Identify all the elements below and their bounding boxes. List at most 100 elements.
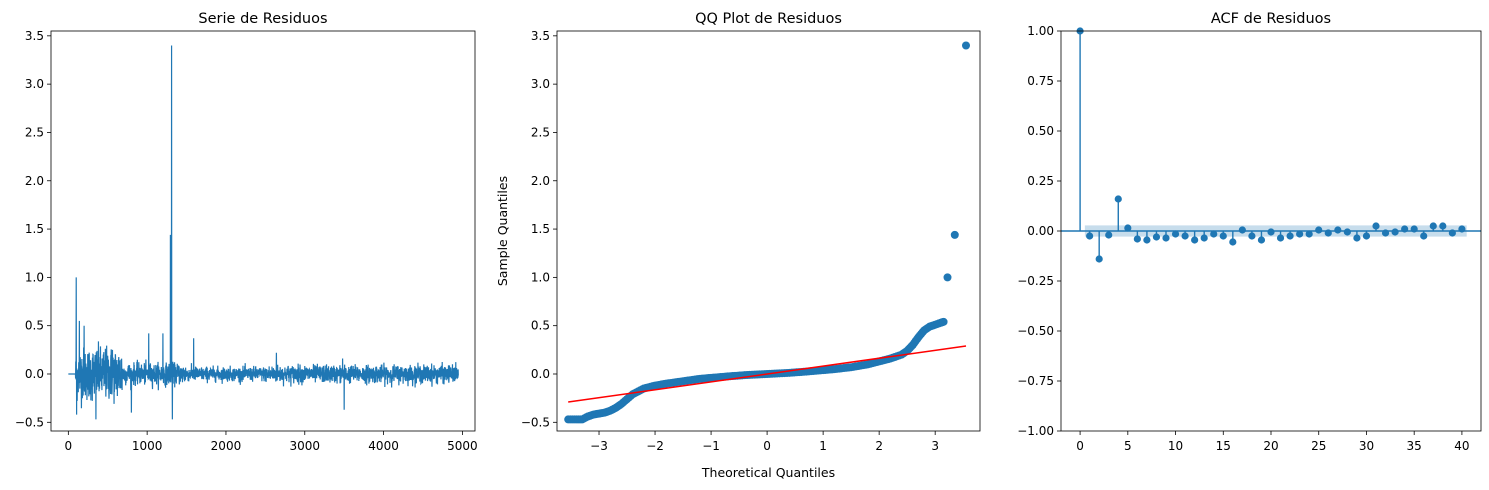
acf-point xyxy=(1143,236,1151,244)
y-tick-label: −0.5 xyxy=(15,415,44,429)
plot-frame xyxy=(50,30,476,432)
y-tick-label: 2.5 xyxy=(531,125,550,139)
acf-point xyxy=(1429,222,1437,230)
x-tick-label: 1000 xyxy=(132,439,163,453)
acf-point xyxy=(1200,234,1208,242)
acf-point xyxy=(1448,229,1456,237)
acf-point xyxy=(1210,230,1218,238)
qq-point xyxy=(939,317,948,326)
y-tick-label: −0.5 xyxy=(521,415,550,429)
y-tick-label: 0.00 xyxy=(1027,224,1054,238)
y-tick-label: −0.25 xyxy=(1017,274,1054,288)
acf-point xyxy=(1124,224,1132,232)
chart-title: Serie de Residuos xyxy=(198,11,327,27)
acf-point xyxy=(1343,228,1351,236)
acf-chart: ACF de Residuos 0 5 10 15 20 25 30 35 40 −1.00 −0.… xyxy=(1017,11,1482,453)
x-tick-label: 3000 xyxy=(289,439,320,453)
acf-point xyxy=(1248,232,1256,240)
x-tick-label: 3 xyxy=(931,439,939,453)
acf-point xyxy=(1286,232,1294,240)
residual-series-chart: Serie de Residuos 0 1000 2000 3000 4000 5000 −… xyxy=(15,11,478,453)
acf-point xyxy=(1410,225,1418,233)
y-tick-label: −1.00 xyxy=(1017,424,1054,438)
acf-point xyxy=(1391,228,1399,236)
acf-point xyxy=(1305,230,1313,238)
y-tick-label: 2.5 xyxy=(25,125,44,139)
x-tick-label: −2 xyxy=(646,439,664,453)
acf-point xyxy=(1257,236,1266,244)
x-tick-label: 4000 xyxy=(368,439,399,453)
y-tick-label: 0.50 xyxy=(1027,124,1054,138)
y-tick-label: 3.5 xyxy=(531,29,550,43)
acf-point xyxy=(1095,255,1103,263)
x-tick-label: 1 xyxy=(819,439,827,453)
acf-point xyxy=(1458,225,1466,233)
acf-point xyxy=(1238,226,1246,234)
acf-point xyxy=(1181,232,1189,240)
qq-point xyxy=(950,230,959,239)
y-tick-label: 3.0 xyxy=(25,77,44,91)
acf-point xyxy=(1114,195,1122,203)
acf-point xyxy=(1324,229,1332,237)
acf-point xyxy=(1267,228,1275,236)
x-tick-label: 0 xyxy=(763,439,771,453)
x-tick-label: 2 xyxy=(875,439,883,453)
y-tick-label: 0.5 xyxy=(531,319,550,333)
acf-point xyxy=(1219,232,1227,240)
acf-point xyxy=(1229,238,1237,246)
residual-series-line xyxy=(68,45,459,420)
x-tick-label: 0 xyxy=(1076,439,1084,453)
y-tick-label: 1.5 xyxy=(25,222,44,236)
qq-plot-chart: QQ Plot de Residuos Theoretical Quantile… xyxy=(495,11,981,480)
y-tick-label: 1.00 xyxy=(1027,24,1054,38)
chart-title: ACF de Residuos xyxy=(1211,11,1331,27)
x-tick-label: 40 xyxy=(1454,439,1469,453)
acf-point xyxy=(1162,234,1170,242)
acf-point xyxy=(1439,222,1447,230)
plot-frame xyxy=(556,30,981,432)
y-axis-label: Sample Quantiles xyxy=(495,176,510,286)
y-tick-label: 3.5 xyxy=(25,29,44,43)
plot-frame xyxy=(1060,30,1482,432)
acf-point xyxy=(1276,234,1285,242)
acf-point xyxy=(1362,232,1371,240)
acf-point xyxy=(1191,236,1199,244)
y-tick-label: 0.25 xyxy=(1027,174,1054,188)
y-tick-label: 0.0 xyxy=(531,367,550,381)
acf-point xyxy=(1372,222,1380,230)
acf-point xyxy=(1171,230,1180,238)
y-tick-label: 0.5 xyxy=(25,319,44,333)
acf-point xyxy=(1401,225,1409,233)
x-tick-label: −3 xyxy=(590,439,608,453)
y-tick-label: −0.75 xyxy=(1017,374,1054,388)
y-tick-label: 0.0 xyxy=(25,367,44,381)
x-tick-label: 30 xyxy=(1359,439,1374,453)
acf-point xyxy=(1420,232,1428,240)
acf-point xyxy=(1133,235,1141,243)
x-tick-label: 5 xyxy=(1124,439,1132,453)
y-tick-label: 1.0 xyxy=(25,270,44,284)
acf-point xyxy=(1152,233,1161,241)
qq-point xyxy=(943,273,952,282)
acf-point xyxy=(1296,230,1304,238)
acf-point xyxy=(1315,226,1323,234)
acf-point xyxy=(1086,232,1094,240)
acf-point xyxy=(1105,231,1113,239)
acf-point xyxy=(1353,234,1361,242)
acf-point xyxy=(1334,226,1342,234)
y-tick-label: 1.0 xyxy=(531,270,550,284)
y-tick-label: 2.0 xyxy=(25,174,44,188)
y-tick-label: 2.0 xyxy=(531,174,550,188)
y-tick-label: 3.0 xyxy=(531,77,550,91)
acf-point xyxy=(1381,229,1390,237)
x-axis-label: Theoretical Quantiles xyxy=(701,465,835,480)
x-tick-label: 0 xyxy=(65,439,73,453)
x-tick-label: 10 xyxy=(1168,439,1183,453)
x-tick-label: 2000 xyxy=(211,439,242,453)
y-tick-label: 1.5 xyxy=(531,222,550,236)
chart-title: QQ Plot de Residuos xyxy=(695,11,842,27)
y-tick-label: 0.75 xyxy=(1027,74,1054,88)
x-tick-label: −1 xyxy=(702,439,720,453)
qq-reference-line xyxy=(568,345,967,403)
